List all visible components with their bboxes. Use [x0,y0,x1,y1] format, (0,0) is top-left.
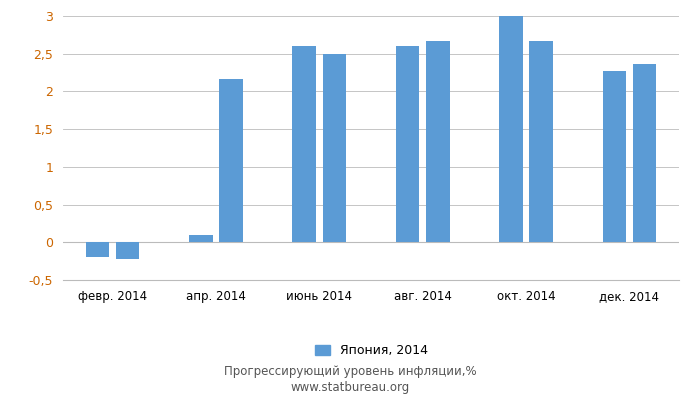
Bar [293,46,316,242]
Bar [603,71,627,242]
Bar [499,16,523,242]
Text: Прогрессирующий уровень инфляции,%: Прогрессирующий уровень инфляции,% [224,366,476,378]
Bar [426,41,449,242]
Bar [85,242,109,257]
Legend: Япония, 2014: Япония, 2014 [309,339,433,362]
Bar [529,41,553,242]
Bar [116,242,139,259]
Bar [395,46,419,242]
Bar [219,79,243,242]
Text: www.statbureau.org: www.statbureau.org [290,382,410,394]
Bar [633,64,657,242]
Bar [189,235,213,242]
Bar [323,54,346,242]
